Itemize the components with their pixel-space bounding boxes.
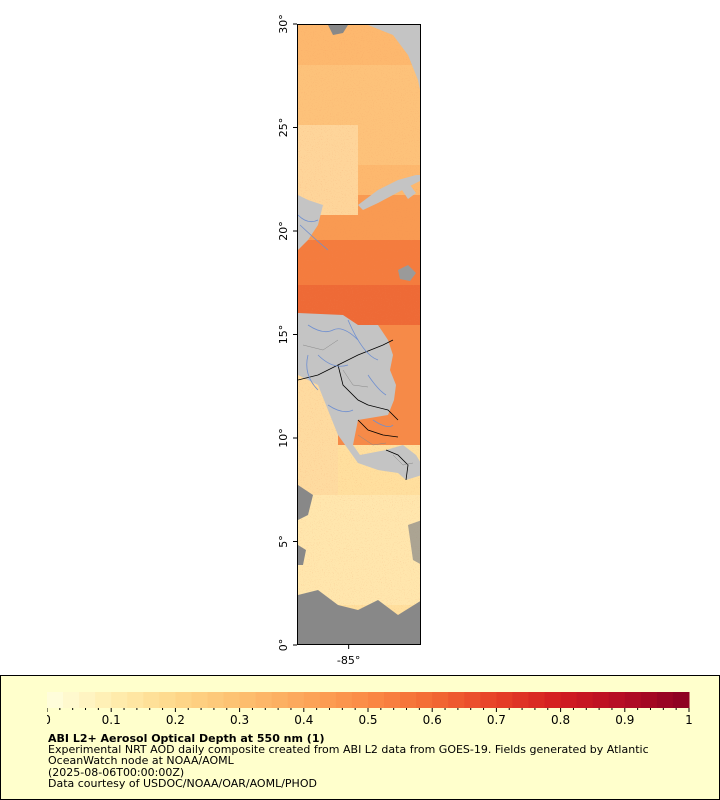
colorbar-swatch [416, 692, 433, 708]
colorbar-swatch [271, 692, 289, 708]
longitude-axis: -85° [337, 645, 360, 667]
no-data-areas [298, 485, 420, 644]
colorbar-swatch [223, 692, 241, 708]
aod-map-canvas [298, 25, 420, 644]
colorbar-tick-label: 0.4 [294, 713, 313, 727]
colorbar-tick-label: 0.8 [551, 713, 570, 727]
colorbar-swatch [63, 692, 80, 708]
colorbar-swatch [448, 692, 465, 708]
rivers [298, 214, 394, 428]
state-lines [302, 339, 414, 466]
colorbar-tick-label: 0.6 [423, 713, 442, 727]
colorbar-tick-label: 1 [685, 713, 693, 727]
lat-tick-label: 30° [277, 14, 290, 34]
colorbar-swatch [127, 692, 144, 708]
colorbar-tick-label: 0 [47, 713, 51, 727]
colorbar-tick-label: 0.7 [487, 713, 506, 727]
colorbar-swatch [287, 692, 305, 708]
colorbar-swatch [672, 692, 690, 708]
colorbar-swatch [560, 692, 578, 708]
colorbar-swatch [608, 692, 626, 708]
lat-tick-label: 20° [277, 221, 290, 241]
colorbar-swatches [47, 692, 690, 708]
colorbar-swatch [207, 692, 225, 708]
colorbar-tick-label: 0.2 [166, 713, 185, 727]
colorbar-swatch [303, 692, 321, 708]
colorbar-swatch [111, 692, 128, 708]
colorbar-swatch [384, 692, 401, 708]
caption-description: Experimental NRT AOD daily composite cre… [48, 743, 649, 767]
colorbar-swatch [159, 692, 176, 708]
caption-date: (2025-08-06T00:00:00Z) [48, 766, 185, 779]
colorbar: 0 0.1 0.2 0.3 0.4 0.5 0.6 0.7 0.8 0.9 1 [47, 692, 693, 727]
colorbar-swatch [335, 692, 353, 708]
colorbar-tick-label: 0.1 [102, 713, 121, 727]
colorbar-swatch [640, 692, 658, 708]
colorbar-swatch [255, 692, 273, 708]
colorbar-tick-label: 0.3 [230, 713, 249, 727]
colorbar-swatch [175, 692, 192, 708]
latitude-axis: 0° 5° 10° 15° 20° 25° 30° [277, 14, 297, 651]
colorbar-swatch [143, 692, 160, 708]
colorbar-swatch [432, 692, 449, 708]
colorbar-swatch [351, 692, 369, 708]
lat-tick-label: 0° [277, 639, 290, 652]
colorbar-swatch [512, 692, 529, 708]
colorbar-ticks: 0 0.1 0.2 0.3 0.4 0.5 0.6 0.7 0.8 0.9 1 [47, 708, 693, 727]
caption-title: ABI L2+ Aerosol Optical Depth at 550 nm … [48, 732, 325, 745]
colorbar-swatch [480, 692, 497, 708]
colorbar-swatch [368, 692, 385, 708]
colorbar-tick-label: 0.9 [615, 713, 634, 727]
colorbar-swatch [191, 692, 208, 708]
colorbar-tick-label: 0.5 [358, 713, 377, 727]
lon-tick-label: -85° [337, 654, 360, 667]
lat-tick-label: 10° [277, 428, 290, 448]
map-axes: 0° 5° 10° 15° 20° 25° 30° -85° [277, 14, 360, 667]
colorbar-swatch [544, 692, 562, 708]
colorbar-swatch [528, 692, 546, 708]
colorbar-swatch [656, 692, 674, 708]
colorbar-swatch [319, 692, 337, 708]
lat-tick-label: 15° [277, 325, 290, 345]
colorbar-swatch [47, 692, 64, 708]
colorbar-swatch [496, 692, 513, 708]
colorbar-swatch [95, 692, 112, 708]
colorbar-swatch [592, 692, 610, 708]
colorbar-swatch [464, 692, 481, 708]
country-borders [298, 339, 409, 481]
lat-tick-label: 25° [277, 118, 290, 138]
caption-credit: Data courtesy of USDOC/NOAA/OAR/AOML/PHO… [48, 777, 317, 790]
colorbar-swatch [79, 692, 96, 708]
colorbar-swatch [624, 692, 642, 708]
aod-map[interactable] [297, 24, 421, 645]
land-areas [298, 25, 420, 480]
colorbar-swatch [239, 692, 257, 708]
colorbar-swatch [576, 692, 594, 708]
lat-tick-label: 5° [277, 535, 290, 548]
colorbar-swatch [400, 692, 417, 708]
